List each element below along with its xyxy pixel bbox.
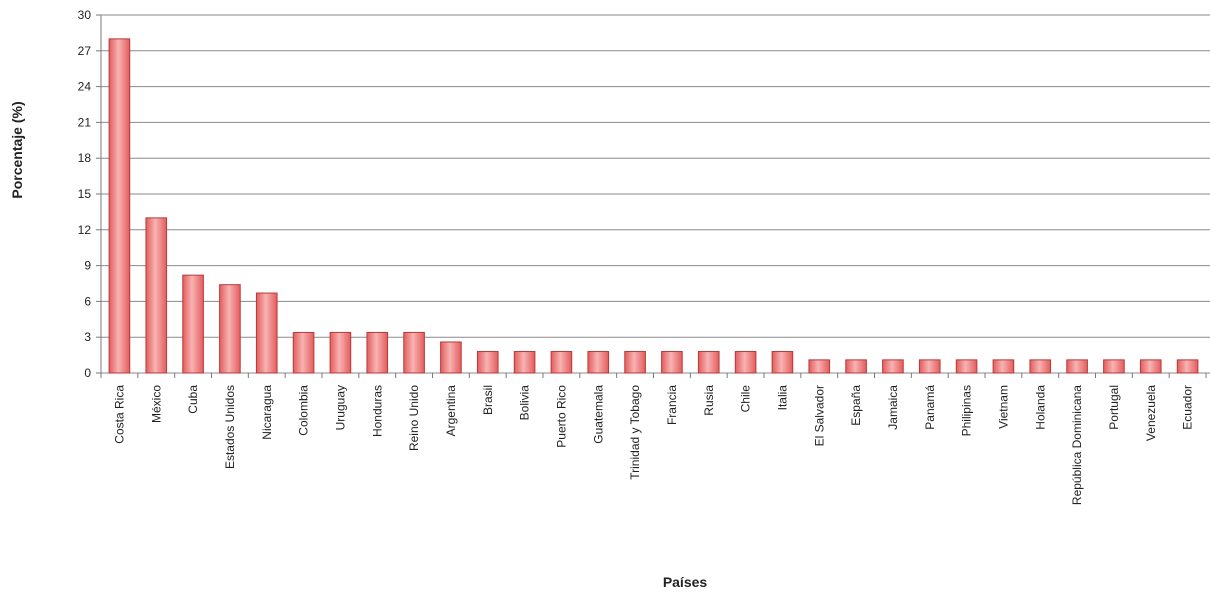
gridlines bbox=[101, 14, 1210, 374]
bar bbox=[1066, 359, 1088, 374]
bar bbox=[476, 351, 499, 374]
y-tick-label: 3 bbox=[84, 330, 91, 344]
x-tick-label: Rusia bbox=[702, 385, 716, 416]
bar bbox=[366, 331, 389, 374]
y-tick-labels: 0 3 6 9 12 15 18 21 24 27 30 bbox=[78, 8, 92, 380]
x-tick-label: Honduras bbox=[370, 385, 384, 437]
x-tick-label: Guatemala bbox=[591, 385, 605, 444]
y-tick-label: 6 bbox=[84, 294, 91, 308]
bar bbox=[1103, 359, 1125, 374]
x-tick-label: Trinidad y Tobago bbox=[628, 385, 642, 480]
bar bbox=[955, 359, 978, 374]
x-tick-label: España bbox=[849, 385, 863, 426]
x-tick-label: Portugal bbox=[1107, 385, 1121, 430]
y-tick-label: 18 bbox=[78, 151, 92, 165]
y-axis-title: Porcentaje (%) bbox=[9, 101, 25, 198]
y-tick-label: 9 bbox=[84, 259, 91, 273]
x-tick-label: Nicaragua bbox=[260, 385, 274, 440]
y-tick-label: 24 bbox=[78, 80, 92, 94]
bar bbox=[808, 359, 831, 374]
bar bbox=[182, 274, 204, 374]
x-tick-label: Cuba bbox=[186, 385, 200, 414]
x-tick-label: Reino Unido bbox=[407, 385, 421, 451]
axes bbox=[96, 14, 1207, 378]
bars bbox=[108, 38, 1199, 374]
bar bbox=[550, 351, 573, 374]
bar bbox=[845, 359, 867, 374]
bar bbox=[292, 331, 315, 374]
x-tick-label: El Salvador bbox=[812, 385, 826, 446]
bar bbox=[329, 331, 352, 374]
bar bbox=[403, 331, 425, 374]
x-tick-label: Brasil bbox=[481, 385, 495, 415]
x-tick-label: Ecuador bbox=[1181, 385, 1195, 430]
x-tick-label: Colombia bbox=[297, 385, 311, 436]
x-tick-label: Italia bbox=[775, 385, 789, 411]
x-tick-label: Puerto Rico bbox=[554, 385, 568, 448]
y-tick-label: 0 bbox=[84, 366, 91, 380]
bar bbox=[440, 341, 462, 374]
x-tick-label: Venezuela bbox=[1144, 385, 1158, 441]
bar bbox=[1139, 359, 1162, 374]
bar bbox=[661, 351, 683, 374]
x-axis-title: Países bbox=[663, 574, 708, 590]
x-tick-label: Argentina bbox=[444, 385, 458, 437]
x-tick-label: Jamaica bbox=[886, 385, 900, 430]
y-tick-label: 15 bbox=[78, 187, 92, 201]
bar bbox=[882, 359, 904, 374]
x-tick-label: Holanda bbox=[1033, 385, 1047, 430]
bar bbox=[734, 351, 757, 374]
bar bbox=[513, 351, 536, 374]
y-tick-label: 27 bbox=[78, 44, 92, 58]
bar bbox=[108, 38, 131, 374]
bar bbox=[145, 217, 168, 374]
y-tick-label: 30 bbox=[78, 8, 92, 22]
bar bbox=[1029, 359, 1052, 374]
y-tick-label: 21 bbox=[78, 115, 92, 129]
bar bbox=[697, 351, 720, 374]
x-tick-label: Francia bbox=[665, 385, 679, 425]
bar bbox=[587, 351, 610, 374]
bar bbox=[918, 359, 941, 374]
x-tick-label: Costa Rica bbox=[112, 385, 126, 444]
bar bbox=[992, 359, 1015, 374]
x-tick-label: Chile bbox=[739, 385, 753, 413]
bar bbox=[771, 351, 794, 374]
x-tick-label: México bbox=[149, 385, 163, 423]
x-tick-label: Bolivia bbox=[518, 385, 532, 421]
bar bbox=[624, 351, 646, 374]
y-tick-label: 12 bbox=[78, 223, 92, 237]
bar bbox=[1176, 359, 1199, 374]
x-tick-label: Philipinas bbox=[960, 385, 974, 436]
x-tick-label: República Dominicana bbox=[1070, 385, 1084, 505]
x-tick-label: Estados Unidos bbox=[223, 385, 237, 469]
x-tick-label: Panamá bbox=[923, 385, 937, 430]
x-tick-labels: Costa Rica México Cuba Estados Unidos Nicara… bbox=[112, 385, 1194, 505]
bar bbox=[255, 292, 278, 374]
x-tick-label: Uruguay bbox=[333, 385, 347, 430]
x-tick-label: Vietnam bbox=[996, 385, 1010, 429]
bar bbox=[219, 284, 241, 374]
